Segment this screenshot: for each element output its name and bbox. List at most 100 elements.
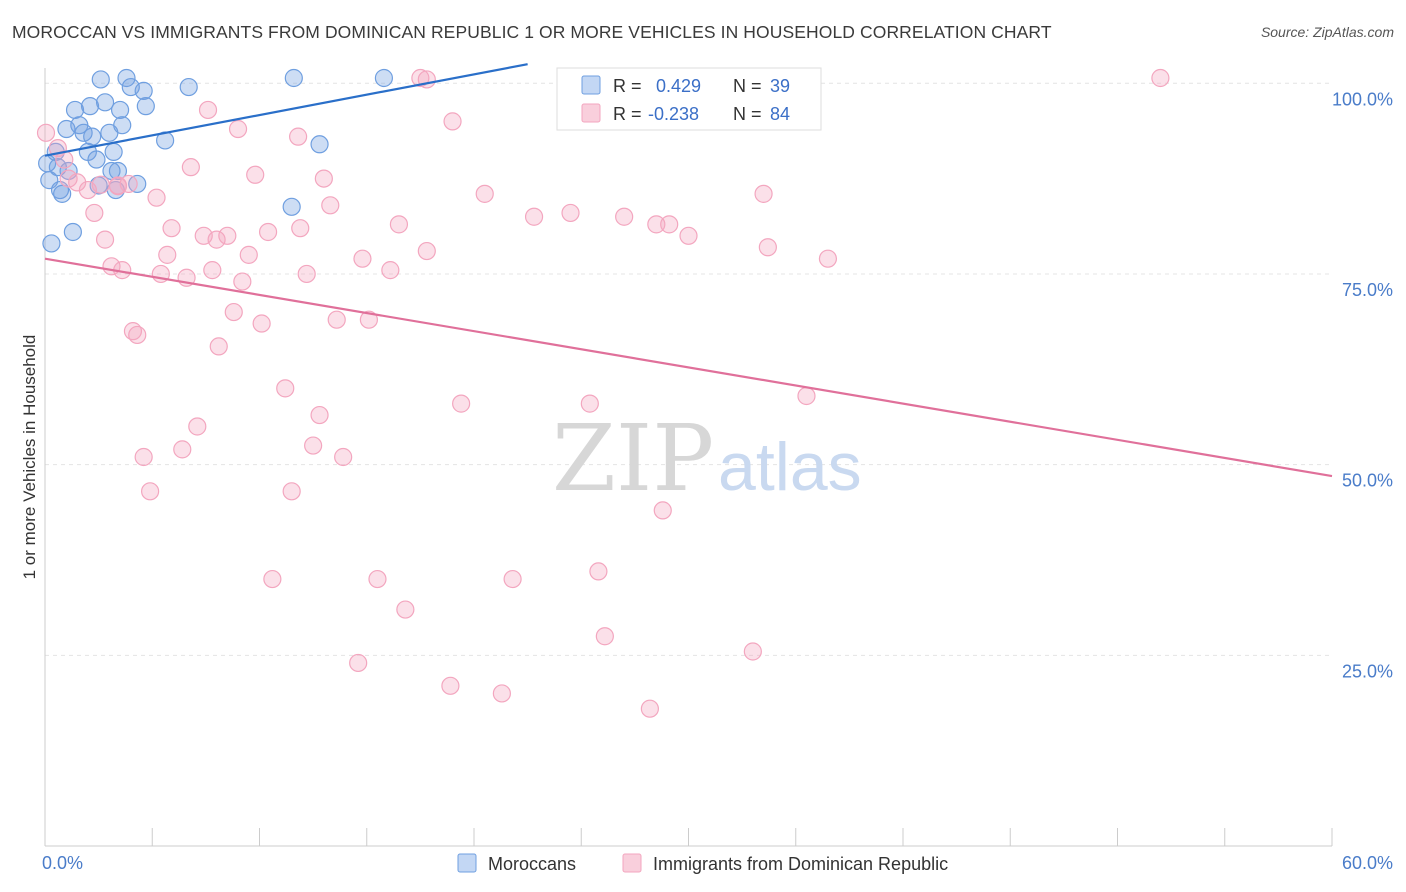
watermark: ZIP atlas [552, 405, 862, 512]
dominican-point [580, 394, 599, 413]
dominican-point [188, 417, 207, 436]
dominican-point [314, 169, 333, 188]
dominican-point [173, 440, 192, 459]
gridlines [45, 82, 1332, 656]
dominican-point [128, 325, 147, 345]
dominican-point [91, 175, 110, 194]
stats-r-label-dominican: R = [613, 104, 642, 124]
dominican-point [368, 569, 387, 589]
dominican-point [263, 569, 282, 589]
dominican-point [141, 482, 160, 501]
dominican-point [758, 238, 777, 257]
dominican-point [589, 562, 608, 581]
dominican-point [417, 241, 436, 261]
moroccans-point [374, 68, 394, 88]
data-points [36, 68, 1170, 718]
y-axis-label: 1 or more Vehicles in Household [20, 335, 39, 580]
moroccans-point [134, 81, 153, 100]
dominican-point [389, 215, 409, 234]
dominican-point [134, 447, 153, 467]
dominican-point [36, 123, 56, 142]
dominican-point [327, 310, 346, 329]
watermark-zip: ZIP [552, 405, 714, 512]
dominican-point [158, 245, 177, 264]
stats-legend: R = 0.429 N = 39 R = -0.238 N = 84 [556, 67, 822, 131]
dominican-point [647, 215, 666, 234]
moroccans-point [63, 222, 82, 242]
moroccans-point [91, 70, 110, 89]
stats-n-value-moroccans: 39 [770, 76, 790, 96]
x-tick-label-left: 0.0% [42, 853, 83, 873]
y-tick-label-75: 75.0% [1342, 280, 1393, 300]
dominican-point [595, 627, 614, 646]
dominican-point [615, 207, 634, 226]
moroccans-point [104, 142, 123, 162]
moroccans-point [53, 184, 72, 203]
stats-r-label-moroccans: R = [613, 76, 642, 96]
dominican-point [258, 222, 278, 242]
moroccans-point [310, 135, 329, 154]
series-moroccans-points [38, 68, 617, 253]
dominican-point [162, 219, 181, 238]
dominican-point [304, 436, 323, 455]
dominican-point [108, 176, 128, 195]
y-tick-label-25: 25.0% [1342, 661, 1393, 681]
x-tick-label-right: 60.0% [1342, 853, 1393, 873]
stats-n-label-dominican: N = [733, 104, 762, 124]
x-ticks [44, 828, 1333, 846]
moroccans-point [136, 97, 155, 116]
dominican-point [349, 653, 368, 673]
dominican-point [239, 245, 258, 264]
dominican-point [640, 699, 659, 718]
stats-swatch-moroccans [581, 75, 601, 95]
bottom-legend: Moroccans Immigrants from Dominican Repu… [457, 853, 948, 874]
dominican-point [411, 68, 430, 88]
dominican-point [209, 337, 228, 356]
moroccans-point [48, 158, 67, 177]
moroccans-point [282, 197, 301, 216]
y-tick-label-100: 100.0% [1332, 89, 1393, 109]
dominican-point [282, 482, 301, 501]
dominican-point [310, 405, 329, 425]
dominican-point [754, 184, 773, 203]
dominican-point [561, 203, 580, 223]
dominican-point [818, 249, 838, 268]
stats-legend-box [556, 67, 822, 131]
dominican-point [218, 226, 237, 245]
dominican-point [441, 676, 460, 695]
dominican-point [228, 119, 248, 139]
dominican-point [359, 310, 378, 329]
dominican-point [1151, 68, 1170, 88]
dominican-point [660, 215, 679, 234]
moroccans-trend-line [44, 63, 528, 157]
moroccans-point [65, 100, 85, 120]
dominican-point [276, 379, 295, 398]
dominican-point [381, 261, 400, 280]
trend-lines [44, 63, 1333, 478]
chart-title: MOROCCAN VS IMMIGRANTS FROM DOMINICAN RE… [12, 22, 1052, 42]
legend-label-moroccans: Moroccans [488, 854, 576, 874]
y-tick-labels: 25.0% 50.0% 75.0% 100.0% [1332, 89, 1393, 681]
moroccans-point [179, 77, 198, 97]
dominican-point [252, 314, 271, 333]
watermark-atlas: atlas [718, 429, 862, 505]
dominican-point [289, 127, 308, 146]
legend-label-dominican: Immigrants from Dominican Republic [653, 854, 948, 874]
moroccans-point [87, 150, 106, 169]
dominican-point [203, 261, 222, 280]
dominican-point [85, 203, 104, 223]
series-dominican-points [36, 68, 1170, 718]
dominican-point [743, 642, 762, 661]
dominican-point [297, 264, 316, 284]
stats-n-value-dominican: 84 [770, 104, 790, 124]
dominican-point [443, 112, 462, 131]
dominican-point [233, 272, 252, 291]
dominican-point [246, 165, 265, 184]
moroccans-point [42, 234, 61, 253]
stats-r-value-moroccans: 0.429 [656, 76, 701, 96]
legend-swatch-dominican [622, 853, 642, 873]
stats-r-value-dominican: -0.238 [648, 104, 699, 124]
dominican-point [181, 158, 200, 177]
dominican-point [503, 569, 522, 589]
dominican-point [475, 184, 494, 203]
